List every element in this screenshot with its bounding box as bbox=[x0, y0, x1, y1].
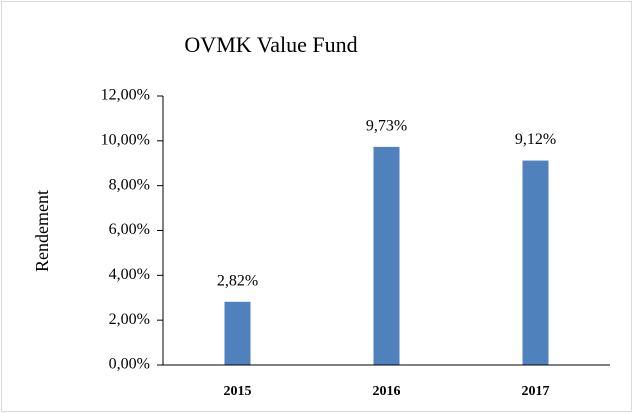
bar bbox=[522, 160, 549, 365]
y-tick-label: 6,00% bbox=[109, 221, 150, 238]
y-tick-label: 0,00% bbox=[109, 356, 150, 373]
y-tick-label: 12,00% bbox=[101, 87, 150, 104]
y-tick-label: 8,00% bbox=[109, 176, 150, 193]
y-tick-label: 4,00% bbox=[109, 266, 150, 283]
bar bbox=[224, 301, 251, 365]
x-tick-label: 2017 bbox=[522, 384, 550, 399]
chart-title: OVMK Value Fund bbox=[184, 32, 357, 57]
data-label: 9,73% bbox=[366, 118, 407, 135]
y-axis-label: Rendement bbox=[32, 190, 52, 272]
bar bbox=[373, 146, 400, 365]
x-tick-label: 2015 bbox=[224, 384, 252, 399]
y-tick-label: 10,00% bbox=[101, 132, 150, 149]
y-tick-label: 2,00% bbox=[109, 311, 150, 328]
data-label: 2,82% bbox=[217, 272, 258, 289]
data-label: 9,12% bbox=[515, 131, 556, 148]
x-tick-label: 2016 bbox=[373, 384, 401, 399]
